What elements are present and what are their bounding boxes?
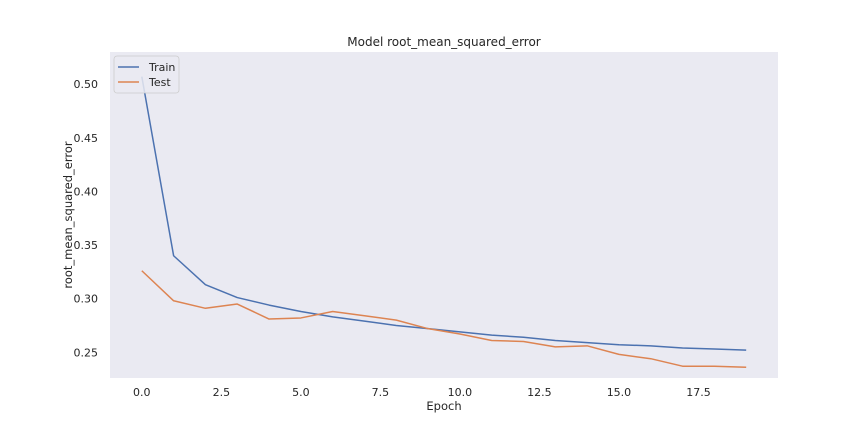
chart-title: Model root_mean_squared_error xyxy=(347,35,541,49)
x-tick-label: 5.0 xyxy=(292,386,310,399)
series-line-test xyxy=(141,270,747,369)
x-tick-label: 17.5 xyxy=(686,386,711,399)
y-axis-label: root_mean_squared_error xyxy=(61,141,75,289)
legend-box xyxy=(113,55,180,94)
x-tick-label: 12.5 xyxy=(527,386,552,399)
y-tick-label: 0.40 xyxy=(74,185,99,198)
legend-label-test: Test xyxy=(148,76,171,89)
series-line-train xyxy=(141,76,747,351)
x-axis-label: Epoch xyxy=(426,399,461,413)
x-axis-ticks: 0.0 2.5 5.0 7.5 10.0 12.5 15.0 17.5 xyxy=(133,386,711,399)
y-tick-label: 0.35 xyxy=(74,239,99,252)
x-tick-label: 15.0 xyxy=(607,386,632,399)
y-tick-label: 0.25 xyxy=(74,346,99,359)
y-tick-label: 0.30 xyxy=(74,293,99,306)
plot-area xyxy=(110,52,778,378)
x-tick-label: 7.5 xyxy=(372,386,390,399)
legend: Train Test xyxy=(113,55,180,94)
x-tick-label: 0.0 xyxy=(133,386,151,399)
legend-label-train: Train xyxy=(148,61,175,74)
y-tick-label: 0.50 xyxy=(74,78,99,91)
y-axis-ticks: 0.25 0.30 0.35 0.40 0.45 0.50 xyxy=(74,78,99,359)
series-layer xyxy=(141,76,747,369)
y-tick-label: 0.45 xyxy=(74,132,99,145)
x-tick-label: 2.5 xyxy=(213,386,231,399)
x-tick-label: 10.0 xyxy=(448,386,473,399)
